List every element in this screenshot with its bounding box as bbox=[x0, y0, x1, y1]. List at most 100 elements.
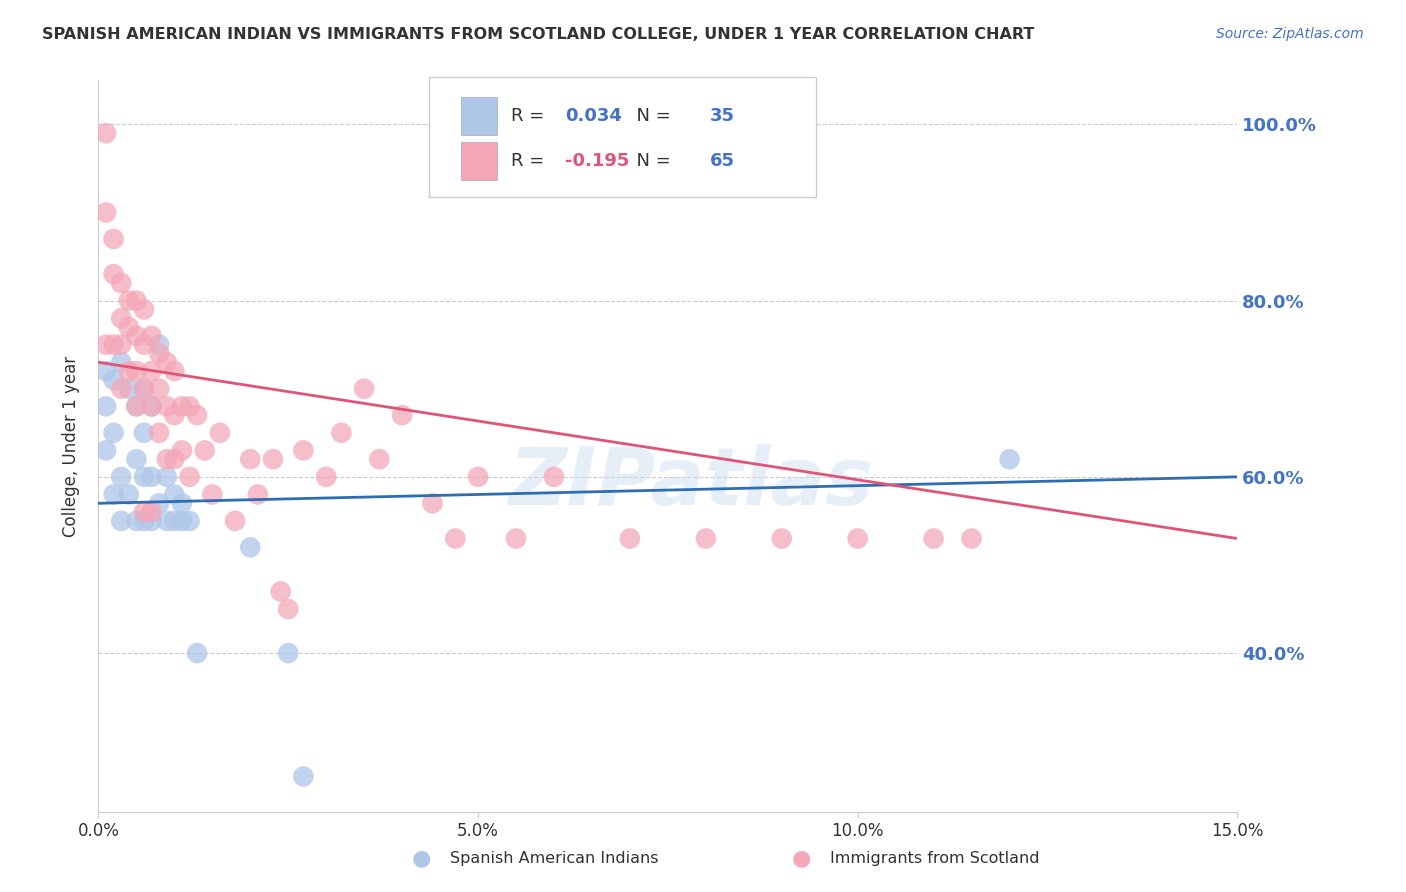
Point bbox=[208, 425, 231, 440]
FancyBboxPatch shape bbox=[429, 77, 815, 197]
Point bbox=[148, 346, 170, 360]
Point bbox=[619, 532, 641, 546]
Point bbox=[141, 470, 163, 484]
Point bbox=[998, 452, 1021, 467]
Point bbox=[201, 487, 224, 501]
Point bbox=[132, 337, 155, 351]
Point bbox=[141, 514, 163, 528]
Point bbox=[467, 470, 489, 484]
Point bbox=[163, 452, 186, 467]
Point bbox=[103, 425, 125, 440]
Point bbox=[118, 364, 141, 378]
Point bbox=[125, 400, 148, 414]
Point bbox=[315, 470, 337, 484]
Point bbox=[110, 355, 132, 369]
Point bbox=[132, 302, 155, 317]
Point bbox=[141, 400, 163, 414]
Point bbox=[132, 505, 155, 519]
Text: Source: ZipAtlas.com: Source: ZipAtlas.com bbox=[1216, 27, 1364, 41]
Point bbox=[170, 496, 193, 510]
Point bbox=[391, 408, 413, 422]
Point bbox=[132, 382, 155, 396]
Point bbox=[163, 364, 186, 378]
Point bbox=[110, 382, 132, 396]
Point bbox=[148, 382, 170, 396]
Text: ●: ● bbox=[792, 848, 811, 868]
Point bbox=[141, 329, 163, 343]
Point bbox=[148, 425, 170, 440]
Point bbox=[103, 337, 125, 351]
Text: 0.034: 0.034 bbox=[565, 107, 623, 125]
Text: -0.195: -0.195 bbox=[565, 153, 630, 170]
Text: ●: ● bbox=[412, 848, 432, 868]
Point bbox=[922, 532, 945, 546]
Point bbox=[118, 320, 141, 334]
Point bbox=[148, 337, 170, 351]
Point bbox=[960, 532, 983, 546]
Bar bbox=[461, 96, 498, 135]
Point bbox=[156, 355, 179, 369]
Point bbox=[118, 382, 141, 396]
Point bbox=[125, 364, 148, 378]
Point bbox=[94, 400, 117, 414]
Point bbox=[179, 400, 201, 414]
Point bbox=[444, 532, 467, 546]
Point bbox=[110, 276, 132, 290]
Point bbox=[179, 514, 201, 528]
Point bbox=[330, 425, 353, 440]
Point bbox=[103, 232, 125, 246]
Point bbox=[846, 532, 869, 546]
Point bbox=[118, 487, 141, 501]
Point bbox=[277, 646, 299, 660]
Point bbox=[368, 452, 391, 467]
Point bbox=[179, 470, 201, 484]
Point bbox=[353, 382, 375, 396]
Text: ZIPatlas: ZIPatlas bbox=[508, 443, 873, 522]
Point bbox=[163, 408, 186, 422]
Point bbox=[292, 443, 315, 458]
Point bbox=[277, 602, 299, 616]
Point bbox=[770, 532, 793, 546]
Point bbox=[292, 769, 315, 783]
Text: R =: R = bbox=[510, 153, 550, 170]
Point bbox=[194, 443, 217, 458]
Point bbox=[125, 514, 148, 528]
Point bbox=[262, 452, 284, 467]
Point bbox=[422, 496, 444, 510]
Point bbox=[156, 452, 179, 467]
Point bbox=[132, 382, 155, 396]
Point bbox=[125, 452, 148, 467]
Text: R =: R = bbox=[510, 107, 550, 125]
Point bbox=[103, 267, 125, 281]
Point bbox=[239, 541, 262, 555]
Point bbox=[132, 514, 155, 528]
Point bbox=[156, 400, 179, 414]
Text: 65: 65 bbox=[710, 153, 735, 170]
Point bbox=[94, 126, 117, 140]
Point bbox=[94, 364, 117, 378]
Point bbox=[186, 646, 208, 660]
Point bbox=[103, 487, 125, 501]
Point bbox=[156, 470, 179, 484]
Text: N =: N = bbox=[624, 153, 676, 170]
Text: SPANISH AMERICAN INDIAN VS IMMIGRANTS FROM SCOTLAND COLLEGE, UNDER 1 YEAR CORREL: SPANISH AMERICAN INDIAN VS IMMIGRANTS FR… bbox=[42, 27, 1035, 42]
Point bbox=[110, 514, 132, 528]
Point bbox=[94, 205, 117, 219]
Bar bbox=[461, 143, 498, 180]
Point bbox=[543, 470, 565, 484]
Point bbox=[163, 514, 186, 528]
Point bbox=[141, 505, 163, 519]
Point bbox=[125, 329, 148, 343]
Point bbox=[110, 337, 132, 351]
Point bbox=[118, 293, 141, 308]
Point bbox=[110, 470, 132, 484]
Y-axis label: College, Under 1 year: College, Under 1 year bbox=[62, 355, 80, 537]
Point bbox=[170, 514, 193, 528]
Point bbox=[224, 514, 246, 528]
Point bbox=[148, 496, 170, 510]
Point bbox=[132, 425, 155, 440]
Point bbox=[186, 408, 208, 422]
Point bbox=[125, 400, 148, 414]
Point bbox=[163, 487, 186, 501]
Point bbox=[110, 311, 132, 326]
